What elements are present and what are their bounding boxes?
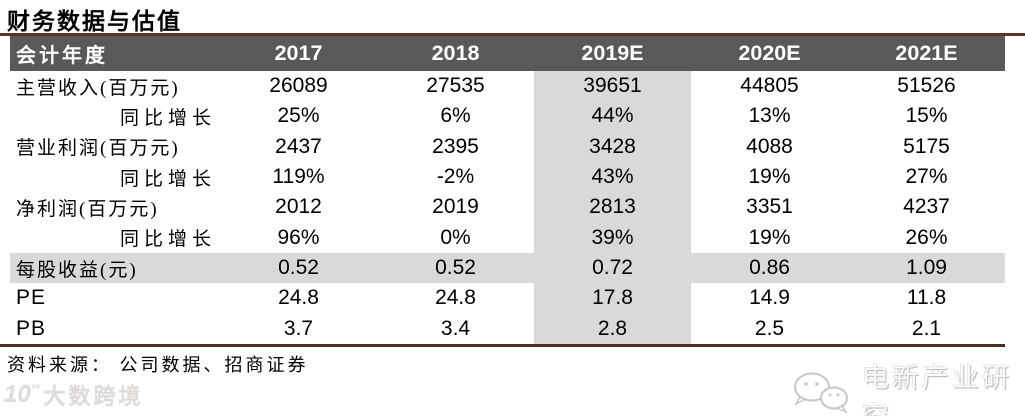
cell-value: 3351	[746, 195, 793, 219]
cell-value: 24.8	[278, 286, 319, 310]
cell-value: 2395	[432, 134, 479, 158]
cell-value: 15%	[905, 104, 948, 128]
cell-value: 13%	[748, 104, 791, 128]
cell-value: 3.7	[283, 316, 314, 340]
cell-value: 26%	[905, 225, 948, 249]
table-row-pb: PB 3.7 3.4 2.8 2.5 2.1	[10, 313, 1005, 344]
table-row-net-profit-growth: 同比增长 96% 0% 39% 19% 26%	[10, 222, 1005, 253]
header-year-2018: 2018	[431, 41, 480, 65]
cell-value-highlight: 0.72	[534, 252, 691, 284]
cell-value-highlight: 43%	[534, 161, 691, 193]
cell-value: 2.1	[911, 316, 942, 340]
row-label: 营业利润(百万元)	[16, 138, 180, 160]
cell-value: 0.52	[278, 256, 319, 280]
cell-value: 2019	[432, 195, 479, 219]
table-row-pe: PE 24.8 24.8 17.8 14.9 11.8	[10, 283, 1005, 314]
table-header-row: 会计年度 2017 2018 2019E 2020E 2021E	[10, 36, 1005, 71]
cell-value: 4237	[903, 195, 950, 219]
dashukuajing-logo-icon: 10°°	[4, 381, 40, 408]
cell-value: 0.52	[435, 256, 476, 280]
cell-value: 6%	[440, 104, 471, 128]
cell-value-highlight: 2813	[534, 192, 691, 223]
cell-value: 51526	[897, 74, 956, 98]
cell-value-highlight: 44%	[534, 101, 691, 132]
watermark-dianxin-research: 电新产业研究	[790, 356, 1025, 416]
table-row-eps: 每股收益(元) 0.52 0.52 0.72 0.86 1.09	[10, 252, 1005, 284]
cell-value: 0%	[440, 225, 471, 249]
cell-value: 4088	[746, 134, 793, 158]
cell-value-highlight: 3428	[534, 131, 691, 162]
cell-value: 26089	[269, 74, 328, 98]
table-bottom-rule	[0, 344, 1005, 347]
watermark-right-label: 电新产业研究	[862, 363, 1012, 416]
table-row-operating-profit-growth: 同比增长 119% -2% 43% 19% 27%	[10, 161, 1005, 193]
cell-value: 2012	[275, 195, 322, 219]
cell-value: 2437	[275, 134, 322, 158]
table-row-revenue: 主营收入(百万元) 26089 27535 39651 44805 51526	[10, 71, 1005, 102]
cell-value: 3.4	[440, 316, 471, 340]
cell-value: 119%	[272, 165, 325, 189]
row-label: 同比增长	[119, 168, 216, 190]
row-label: 主营收入(百万元)	[16, 77, 180, 99]
cell-value: 27535	[426, 74, 485, 98]
source-note: 资料来源： 公司数据、招商证券	[7, 355, 309, 375]
header-year-2017: 2017	[274, 41, 323, 65]
page-title: 财务数据与估值	[7, 9, 182, 34]
cell-value-highlight: 39%	[534, 222, 691, 253]
cell-value: 1.09	[906, 256, 947, 280]
row-label: 同比增长	[119, 229, 216, 251]
cell-value: 96%	[277, 225, 320, 249]
cell-value: 24.8	[435, 286, 476, 310]
cell-value: 14.9	[749, 286, 790, 310]
cell-value: 44805	[740, 74, 799, 98]
watermark-left-label: 大数跨境	[43, 384, 144, 409]
cell-value-highlight: 2.8	[534, 313, 691, 344]
cell-value: 27%	[905, 165, 948, 189]
row-label: PE	[16, 286, 47, 310]
header-fiscal-year: 会计年度	[16, 45, 108, 67]
header-year-2021e: 2021E	[895, 41, 958, 65]
financial-table: 会计年度 2017 2018 2019E 2020E 2021E 主营收入(百万…	[10, 36, 1005, 344]
cell-value: 11.8	[906, 286, 947, 310]
cell-value: 25%	[277, 104, 320, 128]
table-row-net-profit: 净利润(百万元) 2012 2019 2813 3351 4237	[10, 192, 1005, 223]
cell-value: 5175	[903, 134, 950, 158]
row-label: 同比增长	[119, 107, 216, 129]
table-row-operating-profit: 营业利润(百万元) 2437 2395 3428 4088 5175	[10, 131, 1005, 162]
watermark-dashukuajing: 10°° 大数跨境	[4, 379, 144, 411]
cell-value: -2%	[436, 165, 475, 189]
table-top-rule	[0, 33, 1025, 36]
table-row-revenue-growth: 同比增长 25% 6% 44% 13% 15%	[10, 101, 1005, 132]
header-year-2019e: 2019E	[581, 41, 644, 65]
cell-value-highlight: 17.8	[534, 283, 691, 314]
wechat-icon	[790, 370, 852, 416]
cell-value: 19%	[748, 165, 791, 189]
cell-value: 0.86	[749, 256, 790, 280]
cell-value-highlight: 39651	[534, 71, 691, 102]
cell-value: 2.5	[754, 316, 785, 340]
row-label: 每股收益(元)	[16, 259, 138, 281]
header-year-2020e: 2020E	[738, 41, 801, 65]
row-label: PB	[16, 316, 47, 340]
row-label: 净利润(百万元)	[16, 198, 159, 220]
cell-value: 19%	[748, 225, 791, 249]
